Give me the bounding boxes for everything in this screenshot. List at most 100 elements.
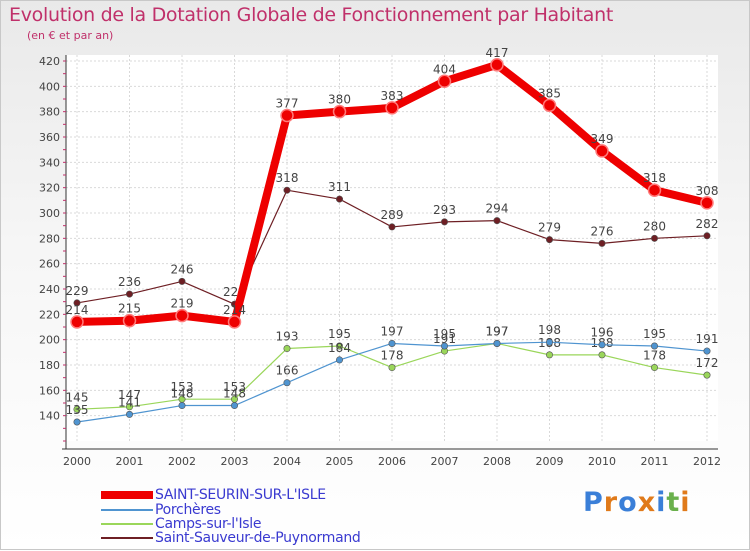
y-tick-label: 400	[39, 80, 60, 93]
data-point	[227, 315, 242, 329]
legend-swatch	[101, 522, 153, 525]
y-tick-label: 260	[39, 258, 60, 271]
data-point	[598, 351, 606, 359]
data-point	[388, 223, 396, 231]
data-point	[178, 277, 186, 285]
data-label: 153	[223, 380, 246, 394]
legend-item-camps-sur-lisle[interactable]: Camps-sur-l'Isle	[101, 515, 262, 532]
logo-letter: t	[666, 487, 681, 518]
data-label: 417	[486, 46, 509, 60]
data-point	[335, 356, 343, 364]
legend-label: Camps-sur-l'Isle	[155, 515, 262, 532]
x-tick-label: 2000	[63, 455, 91, 468]
legend-swatch	[101, 508, 153, 511]
data-label: 236	[118, 275, 141, 289]
data-label: 308	[696, 184, 719, 198]
data-point	[73, 405, 81, 413]
data-point	[598, 239, 606, 247]
y-tick-label: 340	[39, 156, 60, 169]
x-tick-label: 2008	[483, 455, 511, 468]
data-point	[332, 104, 347, 119]
data-point	[283, 345, 291, 353]
x-tick-label: 2003	[221, 455, 249, 468]
x-tick-label: 2010	[588, 455, 616, 468]
data-label: 197	[486, 324, 509, 338]
data-point	[440, 342, 448, 350]
data-point	[73, 299, 81, 307]
data-label: 219	[171, 297, 194, 311]
data-label: 166	[276, 364, 299, 378]
data-point	[650, 234, 658, 242]
x-tick-label: 2001	[116, 455, 144, 468]
data-point	[126, 410, 134, 418]
data-label: 147	[118, 388, 141, 402]
x-tick-label: 2004	[273, 455, 301, 468]
proxiti-logo: Proxiti	[583, 487, 691, 518]
data-point	[490, 58, 504, 72]
x-tick-label: 2009	[536, 455, 564, 468]
data-point	[283, 379, 291, 387]
data-label: 385	[538, 86, 561, 100]
data-point	[703, 347, 711, 355]
data-point	[650, 342, 658, 350]
data-point	[70, 315, 84, 329]
data-label: 383	[381, 89, 404, 103]
data-point	[175, 308, 189, 323]
legend-label: Saint-Sauveur-de-Puynormand	[155, 529, 361, 546]
logo-letter: i	[656, 487, 667, 518]
data-point	[335, 195, 343, 203]
data-point	[493, 339, 501, 347]
data-label: 380	[328, 93, 351, 107]
x-tick-label: 2011	[641, 455, 669, 468]
data-label: 191	[433, 332, 456, 346]
data-point	[545, 351, 553, 359]
data-point	[388, 339, 396, 347]
data-point	[283, 186, 291, 194]
logo-letter: P	[583, 487, 604, 518]
y-tick-label: 240	[39, 283, 60, 296]
y-tick-label: 160	[39, 384, 60, 397]
data-point	[703, 232, 711, 240]
y-tick-label: 300	[39, 207, 60, 220]
y-tick-label: 280	[39, 232, 60, 245]
data-label: 246	[171, 262, 194, 276]
data-label: 318	[276, 171, 299, 185]
data-label: 215	[118, 302, 141, 316]
y-tick-label: 380	[39, 106, 60, 119]
data-label: 193	[276, 330, 299, 344]
y-tick-label: 220	[39, 308, 60, 321]
y-tick-label: 360	[39, 131, 60, 144]
data-point	[440, 218, 448, 226]
data-point	[126, 290, 134, 298]
data-label: 141	[118, 395, 141, 409]
y-tick-label: 140	[39, 410, 60, 423]
data-point	[437, 74, 452, 89]
data-point	[122, 313, 137, 328]
data-label: 280	[643, 219, 666, 233]
data-label: 311	[328, 180, 351, 194]
legend-item-saint-seurin[interactable]: SAINT-SEURIN-SUR-L'ISLE	[101, 487, 326, 503]
x-tick-label: 2005	[326, 455, 354, 468]
x-tick-label: 2012	[693, 455, 721, 468]
data-label: 135	[66, 403, 89, 417]
legend-item-porcheres[interactable]: Porchères	[101, 502, 221, 518]
data-point	[280, 108, 294, 123]
data-label: 145	[66, 390, 89, 404]
data-point	[231, 402, 239, 410]
x-tick-label: 2006	[378, 455, 406, 468]
data-point	[388, 364, 396, 372]
data-point	[493, 217, 501, 225]
data-point	[700, 196, 714, 210]
logo-letter: x	[637, 487, 657, 518]
data-point	[545, 338, 553, 346]
data-label: 178	[643, 349, 666, 363]
x-tick-label: 2007	[431, 455, 459, 468]
data-label: 198	[538, 323, 561, 337]
data-point	[650, 364, 658, 372]
legend-item-saint-sauveur[interactable]: Saint-Sauveur-de-Puynormand	[101, 529, 361, 546]
chart-title: Evolution de la Dotation Globale de Fonc…	[9, 4, 614, 26]
data-label: 404	[433, 62, 456, 76]
data-label: 318	[643, 171, 666, 185]
